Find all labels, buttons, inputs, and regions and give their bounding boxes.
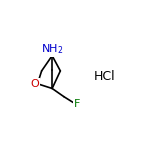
Text: NH$_2$: NH$_2$ [41,42,63,56]
Text: F: F [74,99,80,109]
Text: HCl: HCl [94,70,116,83]
Text: O: O [30,79,39,89]
